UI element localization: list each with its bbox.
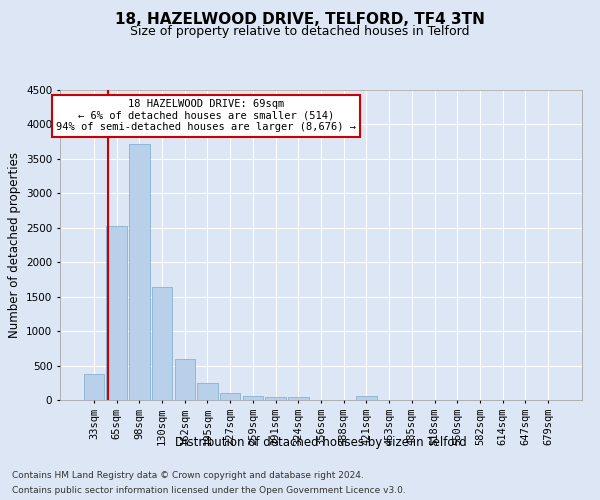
Bar — [106, 226, 127, 400]
Bar — [84, 374, 104, 400]
Bar — [175, 358, 195, 400]
Bar — [197, 384, 218, 400]
Bar — [356, 396, 377, 400]
Text: 18 HAZELWOOD DRIVE: 69sqm
← 6% of detached houses are smaller (514)
94% of semi-: 18 HAZELWOOD DRIVE: 69sqm ← 6% of detach… — [56, 100, 356, 132]
Bar — [288, 396, 308, 400]
Bar — [265, 396, 286, 400]
Text: Size of property relative to detached houses in Telford: Size of property relative to detached ho… — [130, 25, 470, 38]
Bar — [242, 396, 263, 400]
Bar — [152, 287, 172, 400]
Text: Contains HM Land Registry data © Crown copyright and database right 2024.: Contains HM Land Registry data © Crown c… — [12, 471, 364, 480]
Text: Distribution of detached houses by size in Telford: Distribution of detached houses by size … — [175, 436, 467, 449]
Text: Contains public sector information licensed under the Open Government Licence v3: Contains public sector information licen… — [12, 486, 406, 495]
Text: 18, HAZELWOOD DRIVE, TELFORD, TF4 3TN: 18, HAZELWOOD DRIVE, TELFORD, TF4 3TN — [115, 12, 485, 28]
Bar — [129, 144, 149, 400]
Bar — [220, 393, 241, 400]
Y-axis label: Number of detached properties: Number of detached properties — [8, 152, 20, 338]
